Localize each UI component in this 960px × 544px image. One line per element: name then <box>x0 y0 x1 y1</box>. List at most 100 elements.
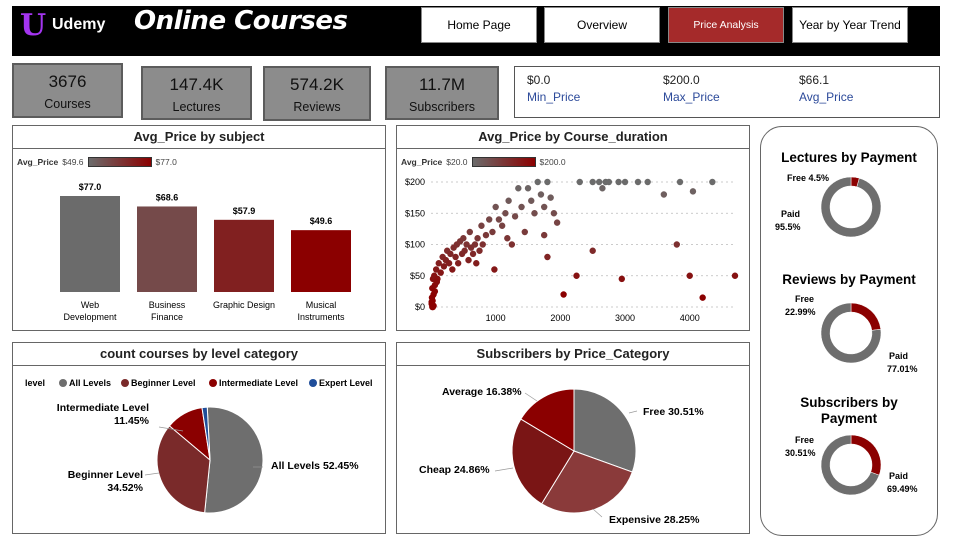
category-label: Web <box>81 300 99 310</box>
pie-slice[interactable] <box>540 450 633 514</box>
slice-label: 11.45% <box>114 415 150 427</box>
scatter-point[interactable] <box>454 260 462 267</box>
scatter-point[interactable] <box>474 235 481 242</box>
scatter-point[interactable] <box>478 222 485 229</box>
pie-slice[interactable] <box>156 425 211 514</box>
nav-year-by-year-trend-button[interactable]: Year by Year Trend <box>792 7 908 43</box>
scatter-point[interactable] <box>440 263 448 270</box>
scatter-point[interactable] <box>491 266 498 273</box>
scatter-point[interactable] <box>508 241 516 248</box>
scatter-point[interactable] <box>544 253 551 261</box>
scatter-point[interactable] <box>534 178 541 186</box>
scatter-point[interactable] <box>576 178 583 186</box>
scatter-point[interactable] <box>731 272 739 279</box>
scatter-point[interactable] <box>644 178 651 186</box>
scatter-point[interactable] <box>463 241 470 248</box>
scatter-point[interactable] <box>504 235 511 242</box>
scatter-point[interactable] <box>689 188 697 195</box>
nav-price-analysis-button[interactable]: Price Analysis <box>668 7 784 43</box>
scatter-point[interactable] <box>466 228 474 236</box>
scatter-point[interactable] <box>433 278 441 286</box>
scatter-point[interactable] <box>673 241 680 248</box>
scatter-point[interactable] <box>515 185 522 192</box>
scatter-point[interactable] <box>676 178 684 186</box>
scatter-point[interactable] <box>528 197 535 204</box>
min-price-stat: $0.0 Min_Price <box>527 73 580 104</box>
scatter-point[interactable] <box>615 178 622 186</box>
scatter-point[interactable] <box>537 191 545 198</box>
bar[interactable] <box>60 196 120 292</box>
scatter-point[interactable] <box>699 294 706 301</box>
scatter-point[interactable] <box>447 250 454 258</box>
scatter-point[interactable] <box>492 203 499 211</box>
bar[interactable] <box>291 230 351 292</box>
scatter-point[interactable] <box>460 235 467 242</box>
pie-slice[interactable] <box>820 302 882 364</box>
kpi-value: 147.4K <box>169 75 224 94</box>
scatter-point[interactable] <box>476 247 483 254</box>
bar[interactable] <box>214 219 274 292</box>
pie-slice[interactable] <box>201 406 211 461</box>
scatter-point[interactable] <box>473 260 480 267</box>
scatter-point[interactable] <box>709 178 716 186</box>
scatter-point[interactable] <box>660 191 668 198</box>
stat-value: $200.0 <box>663 73 700 87</box>
scatter-point[interactable] <box>531 210 538 217</box>
scatter-point[interactable] <box>495 216 503 223</box>
pie-slice[interactable] <box>850 434 882 476</box>
nav-home-page-button[interactable]: Home Page <box>421 7 537 43</box>
chart-title: Avg_Price by Course_duration <box>397 126 749 149</box>
scatter-point[interactable] <box>471 241 479 248</box>
pie-slice[interactable] <box>204 406 264 514</box>
pie-slice[interactable] <box>511 418 575 505</box>
scatter-point[interactable] <box>521 228 528 236</box>
scatter-point[interactable] <box>589 178 596 186</box>
scatter-point[interactable] <box>550 210 558 217</box>
scatter-point[interactable] <box>435 260 442 267</box>
scatter-point[interactable] <box>573 272 580 279</box>
scatter-point[interactable] <box>524 185 532 192</box>
scatter-point[interactable] <box>461 247 468 254</box>
pie-slice[interactable] <box>573 388 637 473</box>
scatter-point[interactable] <box>560 291 567 298</box>
scatter-point[interactable] <box>511 213 519 220</box>
pie-slice[interactable] <box>850 302 882 331</box>
scatter-point[interactable] <box>445 260 453 267</box>
pie-slice[interactable] <box>520 388 575 452</box>
scatter-point[interactable] <box>634 178 642 186</box>
pie-slice[interactable] <box>820 434 880 496</box>
scatter-point[interactable] <box>432 266 440 273</box>
bar[interactable] <box>137 206 197 292</box>
scatter-point[interactable] <box>595 178 603 186</box>
scatter-point[interactable] <box>518 203 525 211</box>
scatter-point[interactable] <box>553 219 561 226</box>
scatter-point[interactable] <box>589 247 596 254</box>
scatter-point[interactable] <box>428 298 435 306</box>
scatter-point[interactable] <box>686 272 693 279</box>
scatter-point[interactable] <box>502 210 509 217</box>
scatter-point[interactable] <box>452 253 459 261</box>
scatter-point[interactable] <box>621 178 629 186</box>
scatter-point[interactable] <box>489 228 496 236</box>
scatter-point[interactable] <box>618 275 626 283</box>
scatter-point[interactable] <box>486 216 493 223</box>
scatter-point[interactable] <box>544 178 551 186</box>
scatter-point[interactable] <box>547 194 554 201</box>
scatter-point[interactable] <box>479 241 486 248</box>
scatter-point[interactable] <box>498 222 506 229</box>
scatter-point[interactable] <box>540 231 548 239</box>
scatter-point[interactable] <box>599 185 606 192</box>
scatter-point[interactable] <box>482 231 490 239</box>
scatter-point[interactable] <box>505 197 512 204</box>
scatter-point[interactable] <box>469 250 477 258</box>
nav-overview-button[interactable]: Overview <box>544 7 660 43</box>
scatter-point[interactable] <box>540 203 548 211</box>
gradient-bar <box>471 157 536 167</box>
scatter-point[interactable] <box>605 178 613 186</box>
pie-slice[interactable] <box>820 176 882 238</box>
legend-entry: All Levels <box>69 378 111 388</box>
scatter-point[interactable] <box>437 269 444 276</box>
scatter-point[interactable] <box>465 256 472 264</box>
scatter-point[interactable] <box>431 288 439 295</box>
scatter-point[interactable] <box>449 266 456 273</box>
